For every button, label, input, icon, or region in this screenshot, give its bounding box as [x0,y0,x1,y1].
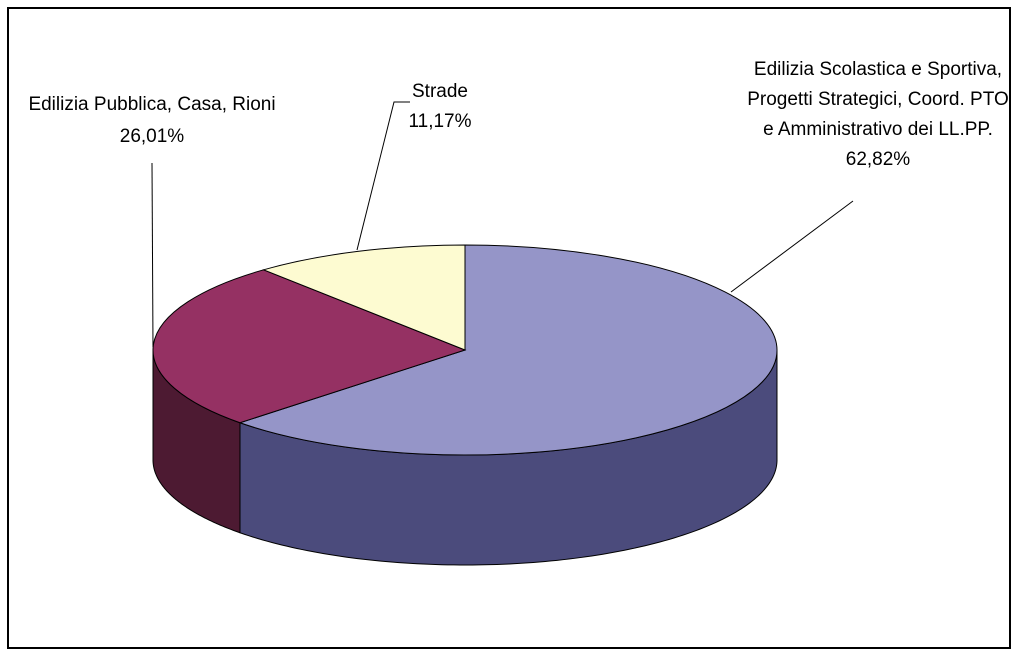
slice-value-pubblica: 26,01% [120,126,185,147]
slice-label-pubblica: Edilizia Pubblica, Casa, Rioni [28,94,275,115]
slice-label-scolastica-line-1: Edilizia Scolastica e Sportiva, [754,59,1002,80]
leader-lines [151,101,854,348]
slice-label-strade: Strade [412,81,468,102]
pie-slice-pubblica [152,269,467,424]
leader-line-pubblica [151,162,154,348]
slice-label-scolastica-line-3: e Amministrativo dei LL.PP. [763,119,993,140]
leader-line-scolastica [730,200,854,293]
slice-value-scolastica: 62,82% [846,149,911,170]
leader-line-strade [356,101,410,251]
pie-slice-scolastica [238,244,778,456]
slice-value-strade: 11,17% [408,111,471,132]
pie-tops [152,244,778,456]
slice-label-scolastica-line-2: Progetti Strategici, Coord. PTO [747,89,1009,110]
pie-slice-strade [262,244,466,351]
